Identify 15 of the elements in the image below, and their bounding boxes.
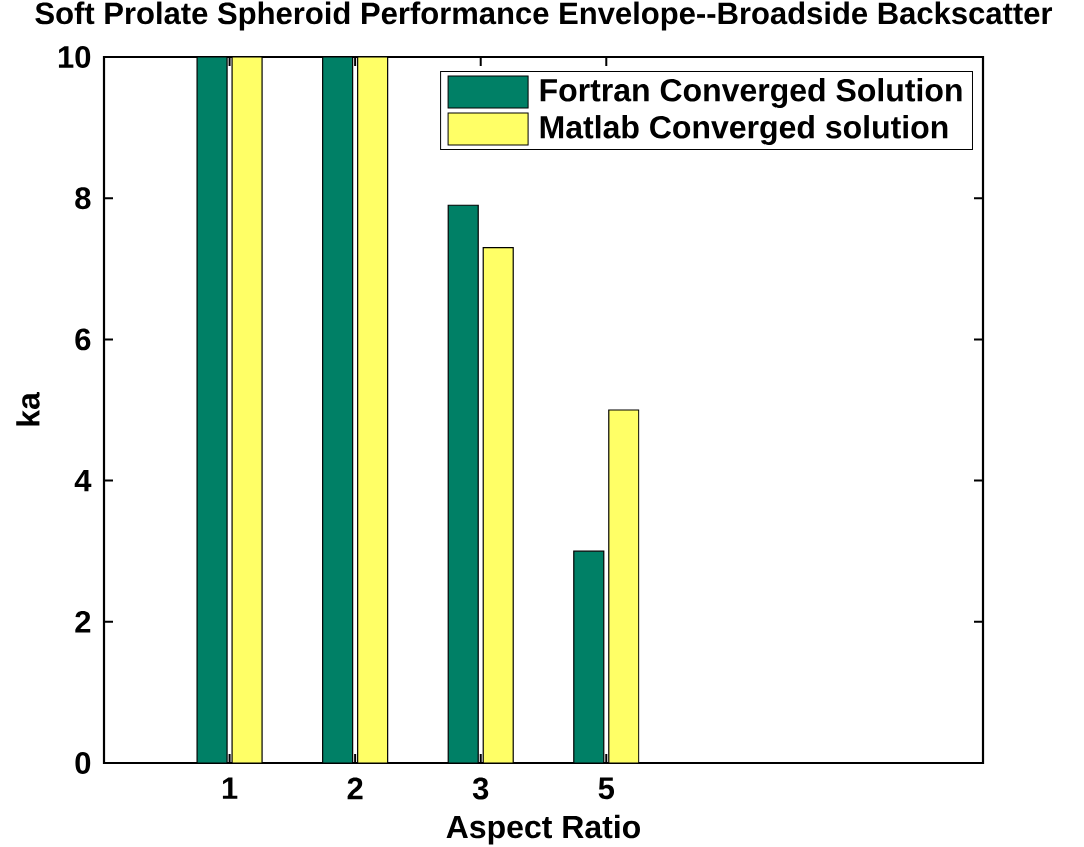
- legend-label: Matlab Converged solution: [540, 115, 948, 146]
- x-tick-label: 5: [598, 777, 615, 800]
- x-tick-label: 1: [222, 777, 238, 799]
- legend-label: Fortran Converged Solution: [540, 78, 962, 109]
- y-tick-label: 6: [75, 328, 91, 351]
- y-tick-label: 10: [58, 46, 91, 68]
- y-tick-label: 4: [74, 469, 92, 492]
- x-axis-title: Aspect Ratio: [446, 814, 640, 845]
- chart-title: Soft Prolate Spheroid Performance Envelope--Broadside Backscatter: [35, 1, 1053, 31]
- y-tick-label: 2: [75, 610, 91, 633]
- y-axis-title: ka: [16, 392, 40, 426]
- y-tick-label: 0: [75, 752, 91, 774]
- x-tick-label: 3: [472, 777, 489, 800]
- y-tick-label: 8: [75, 187, 91, 210]
- x-tick-label: 2: [347, 777, 363, 800]
